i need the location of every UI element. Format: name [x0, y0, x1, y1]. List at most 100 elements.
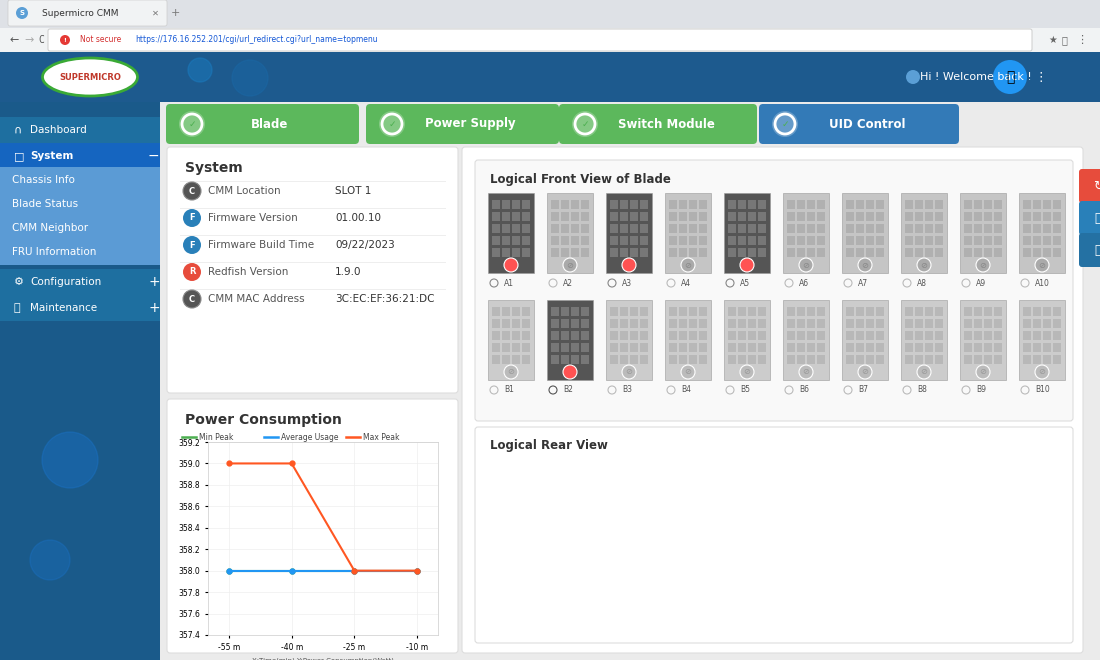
- Text: →: →: [24, 35, 33, 45]
- FancyBboxPatch shape: [974, 236, 982, 245]
- Circle shape: [621, 258, 636, 272]
- FancyBboxPatch shape: [630, 248, 638, 257]
- FancyBboxPatch shape: [974, 212, 982, 221]
- FancyBboxPatch shape: [974, 248, 982, 257]
- FancyBboxPatch shape: [522, 331, 530, 340]
- FancyBboxPatch shape: [679, 343, 688, 352]
- FancyBboxPatch shape: [866, 212, 874, 221]
- Circle shape: [179, 111, 205, 137]
- FancyBboxPatch shape: [581, 307, 589, 316]
- FancyBboxPatch shape: [462, 147, 1084, 653]
- FancyBboxPatch shape: [964, 355, 972, 364]
- FancyBboxPatch shape: [679, 331, 688, 340]
- FancyBboxPatch shape: [786, 248, 795, 257]
- FancyBboxPatch shape: [798, 307, 805, 316]
- FancyBboxPatch shape: [984, 355, 992, 364]
- FancyBboxPatch shape: [738, 212, 746, 221]
- FancyBboxPatch shape: [798, 200, 805, 209]
- Text: !: !: [64, 38, 66, 42]
- FancyBboxPatch shape: [492, 319, 500, 328]
- FancyBboxPatch shape: [758, 355, 766, 364]
- FancyBboxPatch shape: [915, 331, 923, 340]
- FancyBboxPatch shape: [492, 307, 500, 316]
- FancyBboxPatch shape: [1053, 212, 1062, 221]
- FancyBboxPatch shape: [866, 319, 874, 328]
- Text: B10: B10: [1035, 385, 1049, 395]
- FancyBboxPatch shape: [512, 307, 520, 316]
- Circle shape: [740, 258, 754, 272]
- FancyBboxPatch shape: [925, 236, 933, 245]
- FancyBboxPatch shape: [522, 343, 530, 352]
- FancyBboxPatch shape: [571, 248, 579, 257]
- FancyBboxPatch shape: [905, 236, 913, 245]
- FancyBboxPatch shape: [610, 224, 618, 233]
- FancyBboxPatch shape: [640, 307, 648, 316]
- FancyBboxPatch shape: [698, 224, 707, 233]
- FancyBboxPatch shape: [786, 331, 795, 340]
- FancyBboxPatch shape: [1053, 236, 1062, 245]
- FancyBboxPatch shape: [571, 307, 579, 316]
- FancyBboxPatch shape: [901, 193, 947, 273]
- FancyBboxPatch shape: [522, 355, 530, 364]
- FancyBboxPatch shape: [856, 307, 864, 316]
- FancyBboxPatch shape: [640, 200, 648, 209]
- Circle shape: [858, 258, 872, 272]
- Text: ✓: ✓: [388, 119, 396, 129]
- FancyBboxPatch shape: [561, 200, 569, 209]
- FancyBboxPatch shape: [0, 269, 160, 295]
- Text: 👤: 👤: [1005, 70, 1014, 84]
- FancyBboxPatch shape: [512, 331, 520, 340]
- FancyBboxPatch shape: [807, 248, 815, 257]
- FancyBboxPatch shape: [807, 355, 815, 364]
- Circle shape: [976, 365, 990, 379]
- FancyBboxPatch shape: [846, 331, 854, 340]
- FancyBboxPatch shape: [758, 248, 766, 257]
- FancyBboxPatch shape: [807, 319, 815, 328]
- FancyBboxPatch shape: [581, 236, 589, 245]
- Text: Firmware Version: Firmware Version: [208, 213, 298, 223]
- Text: ↻: ↻: [1092, 180, 1100, 193]
- FancyBboxPatch shape: [669, 248, 676, 257]
- Text: A2: A2: [563, 279, 573, 288]
- FancyBboxPatch shape: [984, 236, 992, 245]
- Circle shape: [572, 111, 598, 137]
- Text: ★: ★: [1048, 35, 1057, 45]
- Text: ⊘: ⊘: [566, 261, 573, 269]
- FancyBboxPatch shape: [738, 200, 746, 209]
- FancyBboxPatch shape: [547, 300, 593, 380]
- Text: Redfish Version: Redfish Version: [208, 267, 288, 277]
- FancyBboxPatch shape: [807, 307, 815, 316]
- FancyBboxPatch shape: [561, 307, 569, 316]
- FancyBboxPatch shape: [1053, 248, 1062, 257]
- FancyBboxPatch shape: [581, 224, 589, 233]
- FancyBboxPatch shape: [620, 212, 628, 221]
- Text: A6: A6: [799, 279, 810, 288]
- FancyBboxPatch shape: [0, 295, 160, 321]
- X-axis label: X:Time(min) Y:Power Consumption(Watt): X:Time(min) Y:Power Consumption(Watt): [252, 657, 394, 660]
- Text: −: −: [148, 149, 159, 163]
- FancyBboxPatch shape: [689, 212, 697, 221]
- FancyBboxPatch shape: [846, 212, 854, 221]
- FancyBboxPatch shape: [758, 319, 766, 328]
- FancyBboxPatch shape: [1023, 331, 1031, 340]
- Text: B7: B7: [858, 385, 868, 395]
- FancyBboxPatch shape: [994, 236, 1002, 245]
- FancyBboxPatch shape: [610, 355, 618, 364]
- FancyBboxPatch shape: [630, 212, 638, 221]
- FancyBboxPatch shape: [492, 224, 500, 233]
- Text: Blade: Blade: [251, 117, 288, 131]
- FancyBboxPatch shape: [748, 343, 756, 352]
- FancyBboxPatch shape: [935, 248, 943, 257]
- Text: Max Peak: Max Peak: [363, 432, 399, 442]
- FancyBboxPatch shape: [1043, 331, 1050, 340]
- Text: SLOT 1: SLOT 1: [336, 186, 372, 196]
- FancyBboxPatch shape: [935, 355, 943, 364]
- FancyBboxPatch shape: [522, 248, 530, 257]
- FancyBboxPatch shape: [935, 331, 943, 340]
- FancyBboxPatch shape: [551, 307, 559, 316]
- Text: https://176.16.252.201/cgi/url_redirect.cgi?url_name=topmenu: https://176.16.252.201/cgi/url_redirect.…: [135, 36, 377, 44]
- Text: 09/22/2023: 09/22/2023: [336, 240, 395, 250]
- Circle shape: [917, 365, 931, 379]
- FancyBboxPatch shape: [48, 29, 1032, 51]
- FancyBboxPatch shape: [610, 343, 618, 352]
